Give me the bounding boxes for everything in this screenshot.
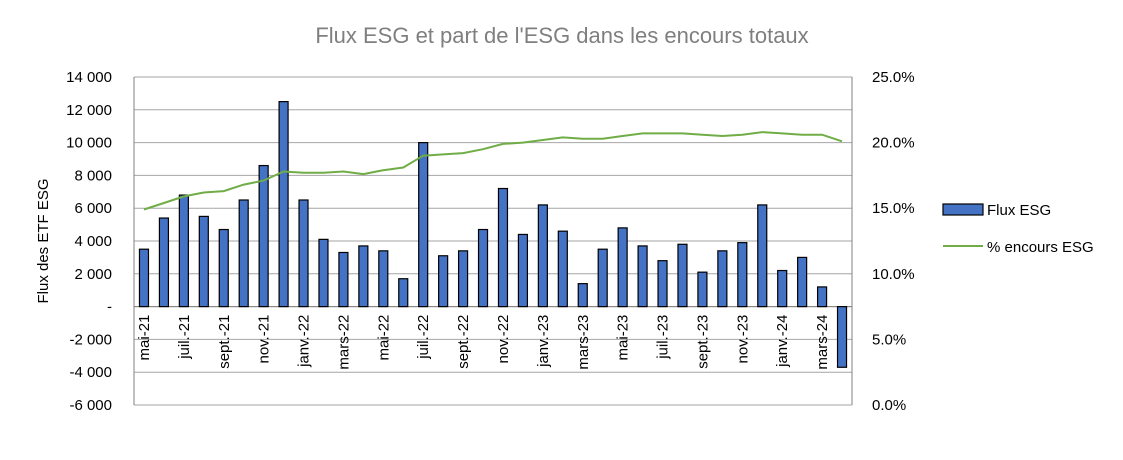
y-tick-left: - bbox=[107, 299, 112, 316]
legend-label-encours-esg: % encours ESG bbox=[987, 239, 1094, 256]
bar-flux-esg bbox=[517, 233, 529, 308]
bar-flux-esg bbox=[657, 260, 668, 308]
bar-flux-esg bbox=[218, 228, 229, 308]
y-tick-left: 4 000 bbox=[74, 233, 112, 250]
bar-flux-esg bbox=[298, 199, 309, 308]
legend-label-flux-esg: Flux ESG bbox=[987, 202, 1051, 219]
x-tick-label: mars-22 bbox=[335, 315, 352, 370]
bar-flux-esg bbox=[797, 256, 808, 308]
y-tick-left: -4 000 bbox=[69, 364, 112, 381]
y-tick-right: 5.0% bbox=[872, 331, 906, 348]
y-tick-right: 25.0% bbox=[872, 69, 915, 86]
x-tick-label: mars-23 bbox=[575, 315, 592, 370]
bar-flux-esg bbox=[537, 204, 548, 308]
bar-flux-esg bbox=[358, 245, 369, 308]
bar-flux-esg bbox=[836, 306, 848, 368]
bar-flux-esg bbox=[816, 286, 828, 308]
x-tick-label: sept.-22 bbox=[455, 315, 472, 369]
bar-flux-esg bbox=[497, 187, 509, 308]
bar-flux-esg bbox=[457, 250, 469, 308]
bar-flux-esg bbox=[617, 227, 628, 308]
legend-swatch-flux-esg bbox=[942, 203, 984, 216]
y-tick-right: 15.0% bbox=[872, 200, 915, 217]
y-tick-left: 10 000 bbox=[66, 135, 112, 152]
x-tick-label: nov.-22 bbox=[495, 315, 512, 364]
bar-flux-esg bbox=[198, 215, 209, 308]
line-encours-esg bbox=[143, 131, 843, 211]
x-tick-label: juil.-21 bbox=[176, 315, 193, 360]
x-tick-label: mai-21 bbox=[136, 315, 153, 361]
y-tick-left: 12 000 bbox=[66, 102, 112, 119]
bar-flux-esg bbox=[557, 230, 568, 308]
bar-flux-esg bbox=[777, 269, 788, 308]
bar-flux-esg bbox=[717, 250, 728, 308]
x-tick-label: juil.-22 bbox=[415, 315, 432, 360]
bar-flux-esg bbox=[757, 204, 768, 308]
bar-flux-esg bbox=[238, 199, 249, 308]
y-tick-left: 8 000 bbox=[74, 167, 112, 184]
chart-title: Flux ESG et part de l'ESG dans les encou… bbox=[315, 23, 808, 48]
bar-flux-esg bbox=[138, 248, 150, 308]
x-tick-label: mars-24 bbox=[814, 315, 831, 370]
bar-flux-esg bbox=[438, 255, 449, 308]
x-tick-label: janv.-22 bbox=[296, 315, 313, 368]
x-tick-label: sept.-23 bbox=[694, 315, 711, 369]
y-tick-right: 20.0% bbox=[872, 135, 915, 152]
bar-flux-esg bbox=[597, 248, 608, 308]
bar-flux-esg bbox=[737, 242, 748, 308]
x-tick-label: nov.-21 bbox=[256, 315, 273, 364]
y-tick-left: -6 000 bbox=[69, 397, 112, 414]
y-tick-left: 6 000 bbox=[74, 200, 112, 217]
bar-flux-esg bbox=[178, 194, 189, 308]
y-tick-left: -2 000 bbox=[69, 331, 112, 348]
y-tick-right: 0.0% bbox=[872, 397, 906, 414]
bar-flux-esg bbox=[418, 142, 429, 308]
x-tick-label: nov.-23 bbox=[734, 315, 751, 364]
bar-flux-esg bbox=[378, 250, 389, 308]
x-tick-label: janv.-23 bbox=[535, 315, 552, 368]
x-tick-label: mai-23 bbox=[615, 315, 632, 361]
x-tick-label: mai-22 bbox=[375, 315, 392, 361]
y-axis-left-title: Flux des ETF ESG bbox=[35, 178, 52, 303]
bar-flux-esg bbox=[697, 271, 708, 308]
bar-flux-esg bbox=[477, 228, 489, 308]
x-tick-label: juil.-23 bbox=[655, 315, 672, 360]
x-tick-label: janv.-24 bbox=[774, 315, 791, 368]
y-tick-left: 14 000 bbox=[66, 69, 112, 86]
bar-flux-esg bbox=[158, 217, 170, 308]
bar-flux-esg bbox=[318, 238, 329, 308]
bar-flux-esg bbox=[338, 251, 349, 308]
bar-flux-esg bbox=[258, 164, 269, 308]
y-tick-right: 10.0% bbox=[872, 266, 915, 283]
x-tick-label: sept.-21 bbox=[216, 315, 233, 369]
legend: Flux ESG % encours ESG bbox=[942, 202, 1094, 256]
bar-flux-esg bbox=[637, 245, 648, 308]
bar-flux-esg bbox=[677, 243, 688, 308]
plot-area: 14 000 12 000 10 000 8 000 6 000 4 000 2 000 - -… bbox=[66, 69, 914, 414]
bar-flux-esg bbox=[278, 100, 289, 308]
y-tick-left: 2 000 bbox=[74, 266, 112, 283]
bar-flux-esg bbox=[398, 278, 409, 308]
bar-flux-esg bbox=[577, 283, 588, 308]
